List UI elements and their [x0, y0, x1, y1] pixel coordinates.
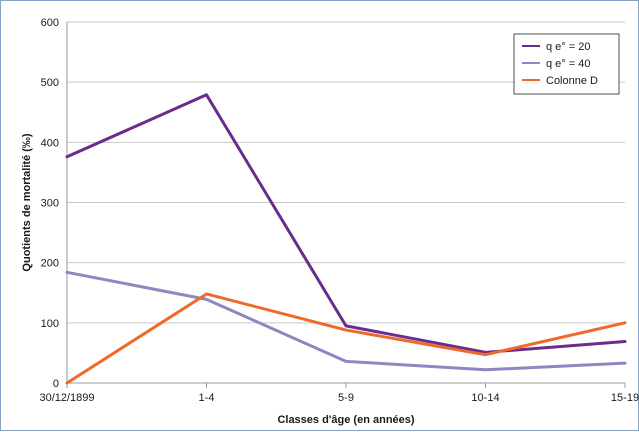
series-line-2: [65, 270, 627, 372]
x-tick-label: 10-14: [471, 392, 499, 404]
series-lines: [65, 93, 627, 385]
x-tick-label: 5-9: [338, 392, 354, 404]
legend-label-1: q e° = 20: [546, 41, 590, 53]
x-tick-label: 1-4: [199, 392, 215, 404]
y-tick-label: 200: [41, 258, 59, 270]
series-line-1: [65, 93, 627, 354]
y-tick-label: 300: [41, 198, 59, 210]
y-tick-label: 0: [53, 378, 59, 390]
y-tick-label: 600: [41, 17, 59, 29]
x-tick-label: 15-19: [611, 392, 639, 404]
y-tick-label: 400: [41, 137, 59, 149]
x-tick-label: 30/12/1899: [39, 392, 94, 404]
y-axis-ticks: 0 100 200 300 400 500 600: [41, 17, 59, 390]
x-axis-title: Classes d'âge (en années): [277, 414, 414, 426]
y-tick-label: 100: [41, 318, 59, 330]
legend: q e° = 20 q e° = 40 Colonne D: [513, 33, 620, 95]
legend-label-2: q e° = 40: [546, 58, 590, 70]
grid-lines: [67, 21, 625, 324]
y-tick-label: 500: [41, 77, 59, 89]
legend-label-3: Colonne D: [546, 75, 598, 87]
x-axis-ticks: 30/12/1899 1-4 5-9 10-14 15-19: [39, 383, 639, 404]
series-line-3: [65, 292, 627, 385]
y-axis-title: Quotients de mortalité (‰): [21, 133, 33, 271]
